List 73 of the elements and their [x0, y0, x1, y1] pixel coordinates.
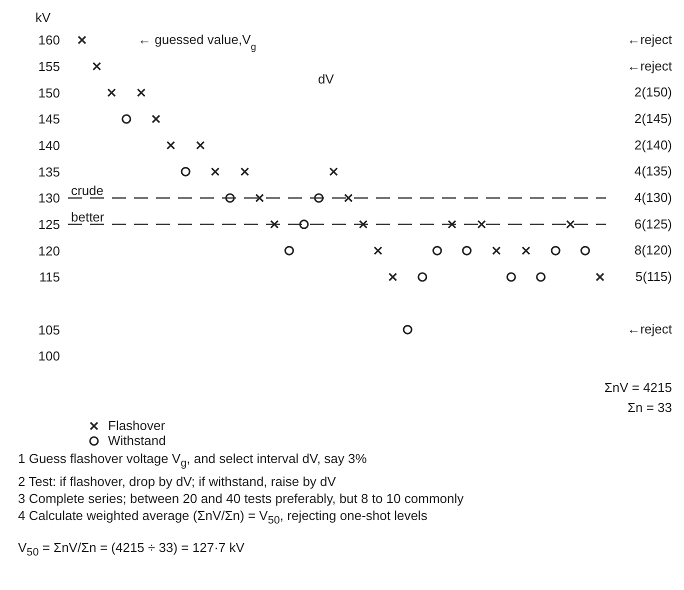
point [448, 220, 456, 229]
point [299, 220, 309, 230]
point [166, 141, 176, 150]
point [122, 114, 132, 124]
y-tick-label: 140 [38, 138, 60, 153]
text: 6(125) [634, 216, 672, 232]
text: 1 Guess flashover voltage V$_{g}$, and select interval dV, say 3% [18, 450, 368, 472]
text: Σn = 33 [626, 399, 672, 417]
text: 2(145) [634, 111, 672, 126]
point [136, 88, 146, 97]
y-tick-label: 135 [38, 164, 60, 180]
point [462, 246, 472, 256]
y-tick-label: 150 [38, 85, 60, 100]
text: ←reject [627, 32, 672, 47]
text: 2(140) [634, 137, 672, 152]
point [506, 272, 516, 282]
point [255, 194, 264, 202]
point [92, 62, 102, 71]
y-tick-label: 120 [38, 243, 60, 258]
point [477, 220, 486, 229]
y-tick-label: 105 [38, 322, 60, 338]
point [314, 193, 324, 203]
text: 3 Complete series; between 20 and 40 tests preferably, but 8 to 10 commonly [18, 490, 465, 507]
point [329, 167, 338, 176]
point [152, 114, 160, 124]
text: V$_{50}$ = ΣnV/Σn = (4215 ÷ 33) = 127·7 kV [18, 539, 246, 561]
point [180, 166, 190, 176]
point [596, 272, 604, 282]
point [402, 324, 412, 334]
annotation: ← guessed value,V$_{g}$ [138, 32, 256, 52]
text: 5(115) [635, 269, 672, 284]
point [580, 246, 590, 256]
y-tick-label: 125 [38, 216, 60, 232]
y-axis-title: kV [35, 10, 51, 25]
point [210, 167, 220, 176]
text: ←reject [627, 322, 672, 337]
text: 8(120) [634, 242, 672, 258]
point [374, 246, 382, 255]
point [550, 246, 560, 256]
annotation: dV [318, 72, 334, 86]
point [358, 220, 368, 229]
text: 4(135) [634, 164, 672, 179]
legend-label: Withstand [108, 433, 166, 448]
point [536, 272, 546, 282]
point [388, 272, 398, 282]
point [284, 246, 294, 256]
y-tick-label: 145 [38, 112, 60, 127]
text: ΣnV = 4215 [603, 379, 672, 397]
y-tick-label: 155 [38, 58, 60, 74]
point [78, 36, 86, 44]
point [566, 220, 575, 229]
point [492, 246, 501, 255]
point [196, 141, 205, 150]
text: 4 Calculate weighted average (ΣnV/Σn) = V$_{50}$, rejecting one-shot levels [18, 506, 428, 528]
y-tick-label: 160 [38, 32, 60, 48]
point [225, 193, 235, 203]
y-tick-label: 115 [39, 270, 60, 285]
y-tick-label: 130 [38, 190, 60, 206]
legend-label: Flashover [108, 418, 166, 433]
point [240, 167, 250, 176]
text: 2 Test: if flashover, drop by dV; if withstand, raise by dV [18, 472, 337, 490]
ref-line-label: crude [71, 183, 104, 198]
point [522, 246, 530, 255]
point [107, 88, 116, 97]
point [344, 194, 353, 202]
text: 4(130) [634, 190, 672, 205]
point [418, 272, 428, 282]
point [432, 246, 442, 256]
ref-line-label: better [71, 209, 105, 224]
text: ←reject [627, 58, 672, 74]
text: 2(150) [634, 84, 672, 100]
y-tick-label: 100 [38, 348, 60, 364]
point [270, 220, 279, 229]
